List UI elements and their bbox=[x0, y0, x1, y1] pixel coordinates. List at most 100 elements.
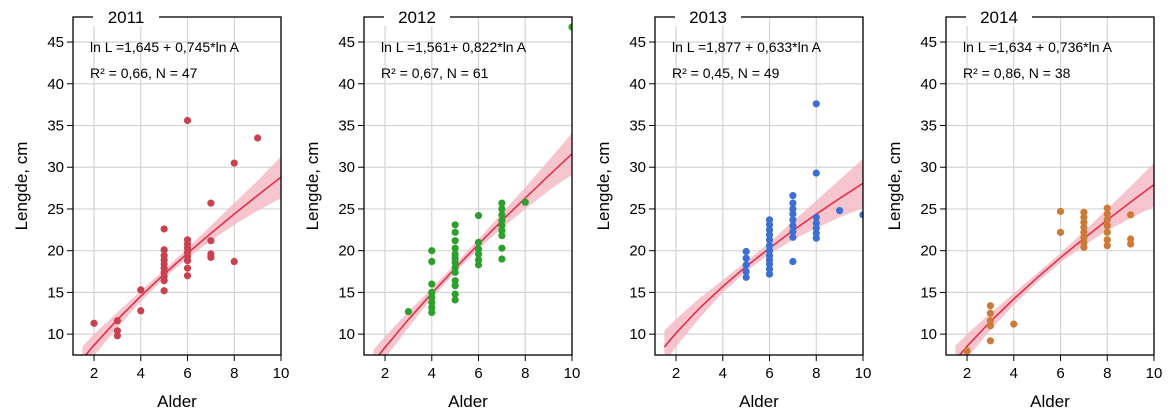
point bbox=[1080, 233, 1088, 241]
point bbox=[428, 308, 436, 317]
x-tick-label: 2 bbox=[963, 365, 971, 382]
point bbox=[812, 229, 820, 237]
point bbox=[428, 280, 436, 288]
point bbox=[1103, 216, 1111, 224]
confidence-band bbox=[955, 163, 1154, 355]
x-tick-label: 10 bbox=[1146, 365, 1163, 382]
point bbox=[1080, 238, 1088, 246]
y-tick-label: 30 bbox=[920, 159, 937, 176]
point bbox=[498, 217, 506, 225]
point bbox=[859, 211, 863, 219]
point bbox=[428, 257, 436, 266]
point bbox=[742, 273, 750, 281]
x-tick-label: 8 bbox=[230, 365, 238, 382]
point bbox=[765, 247, 774, 255]
y-tick-label: 25 bbox=[920, 201, 937, 218]
point bbox=[789, 216, 797, 224]
point bbox=[498, 227, 506, 235]
point bbox=[428, 303, 436, 312]
point bbox=[789, 257, 797, 266]
point bbox=[404, 308, 413, 316]
point bbox=[1080, 208, 1088, 216]
y-tick-label: 15 bbox=[629, 284, 646, 301]
point bbox=[451, 290, 459, 298]
point bbox=[230, 257, 238, 266]
point bbox=[113, 317, 122, 325]
point bbox=[137, 286, 145, 294]
plot-area bbox=[663, 100, 863, 355]
point bbox=[1127, 240, 1135, 248]
y-tick-label: 45 bbox=[47, 34, 64, 51]
y-tick-label: 20 bbox=[338, 243, 355, 260]
point bbox=[1056, 228, 1065, 236]
point bbox=[451, 221, 459, 229]
point bbox=[963, 347, 971, 355]
point bbox=[451, 237, 459, 245]
point bbox=[789, 191, 797, 200]
point bbox=[451, 228, 459, 236]
annotation: ln L =1,634 + 0,736*ln A bbox=[963, 39, 1113, 55]
x-tick-label: 6 bbox=[183, 365, 191, 382]
point bbox=[498, 211, 506, 219]
point bbox=[428, 247, 436, 255]
y-tick-label: 35 bbox=[338, 117, 355, 134]
point bbox=[986, 302, 995, 310]
point bbox=[183, 257, 192, 265]
point bbox=[1010, 320, 1018, 328]
point bbox=[230, 159, 238, 167]
point bbox=[137, 307, 145, 315]
point bbox=[812, 219, 820, 227]
panel-title: 2014 bbox=[980, 8, 1018, 27]
plot-area bbox=[955, 163, 1154, 355]
x-tick-label: 10 bbox=[273, 365, 290, 382]
point bbox=[812, 213, 820, 221]
point bbox=[1103, 228, 1111, 236]
x-tick-label: 4 bbox=[719, 365, 727, 382]
point bbox=[1103, 204, 1111, 212]
point bbox=[474, 238, 483, 246]
point bbox=[1103, 242, 1111, 250]
confidence-band bbox=[664, 158, 863, 355]
x-tick-label: 2 bbox=[90, 365, 98, 382]
point bbox=[789, 210, 797, 218]
y-tick-label: 20 bbox=[47, 243, 64, 260]
y-tick-label: 40 bbox=[629, 76, 646, 93]
point bbox=[765, 260, 774, 268]
point bbox=[160, 252, 168, 260]
panel-title: 2013 bbox=[689, 8, 727, 27]
point bbox=[742, 261, 750, 269]
point bbox=[789, 205, 797, 213]
point bbox=[986, 337, 995, 345]
fit-line bbox=[958, 184, 1154, 355]
plot-area bbox=[82, 116, 281, 355]
panel: 2 4 6 8 10 10 15 20 25 30 35 40 45 2012 ln L =1,561+ 0… bbox=[303, 8, 580, 411]
point bbox=[451, 296, 459, 304]
y-tick-label: 15 bbox=[920, 284, 937, 301]
fit-line bbox=[663, 182, 863, 348]
point bbox=[451, 282, 459, 290]
x-axis-label: Alder bbox=[1030, 392, 1070, 411]
point bbox=[742, 254, 750, 262]
y-tick-label: 35 bbox=[629, 117, 646, 134]
point bbox=[765, 221, 774, 229]
point bbox=[113, 332, 122, 340]
x-tick-label: 8 bbox=[812, 365, 820, 382]
y-tick-label: 45 bbox=[338, 34, 355, 51]
point bbox=[183, 116, 192, 125]
point bbox=[742, 267, 750, 276]
point bbox=[1080, 228, 1088, 236]
point bbox=[742, 247, 750, 256]
y-tick-label: 20 bbox=[629, 243, 646, 260]
point bbox=[428, 293, 436, 302]
frame bbox=[72, 16, 282, 356]
y-tick-label: 10 bbox=[47, 326, 64, 343]
confidence-band bbox=[82, 156, 281, 355]
y-tick-label: 10 bbox=[338, 326, 355, 343]
y-tick-label: 35 bbox=[920, 117, 937, 134]
y-axis-label: Lengde, cm bbox=[12, 142, 31, 231]
plot-area bbox=[373, 23, 572, 355]
y-tick-label: 25 bbox=[338, 201, 355, 218]
frame bbox=[654, 16, 864, 356]
point bbox=[789, 199, 797, 207]
y-tick-label: 15 bbox=[338, 284, 355, 301]
